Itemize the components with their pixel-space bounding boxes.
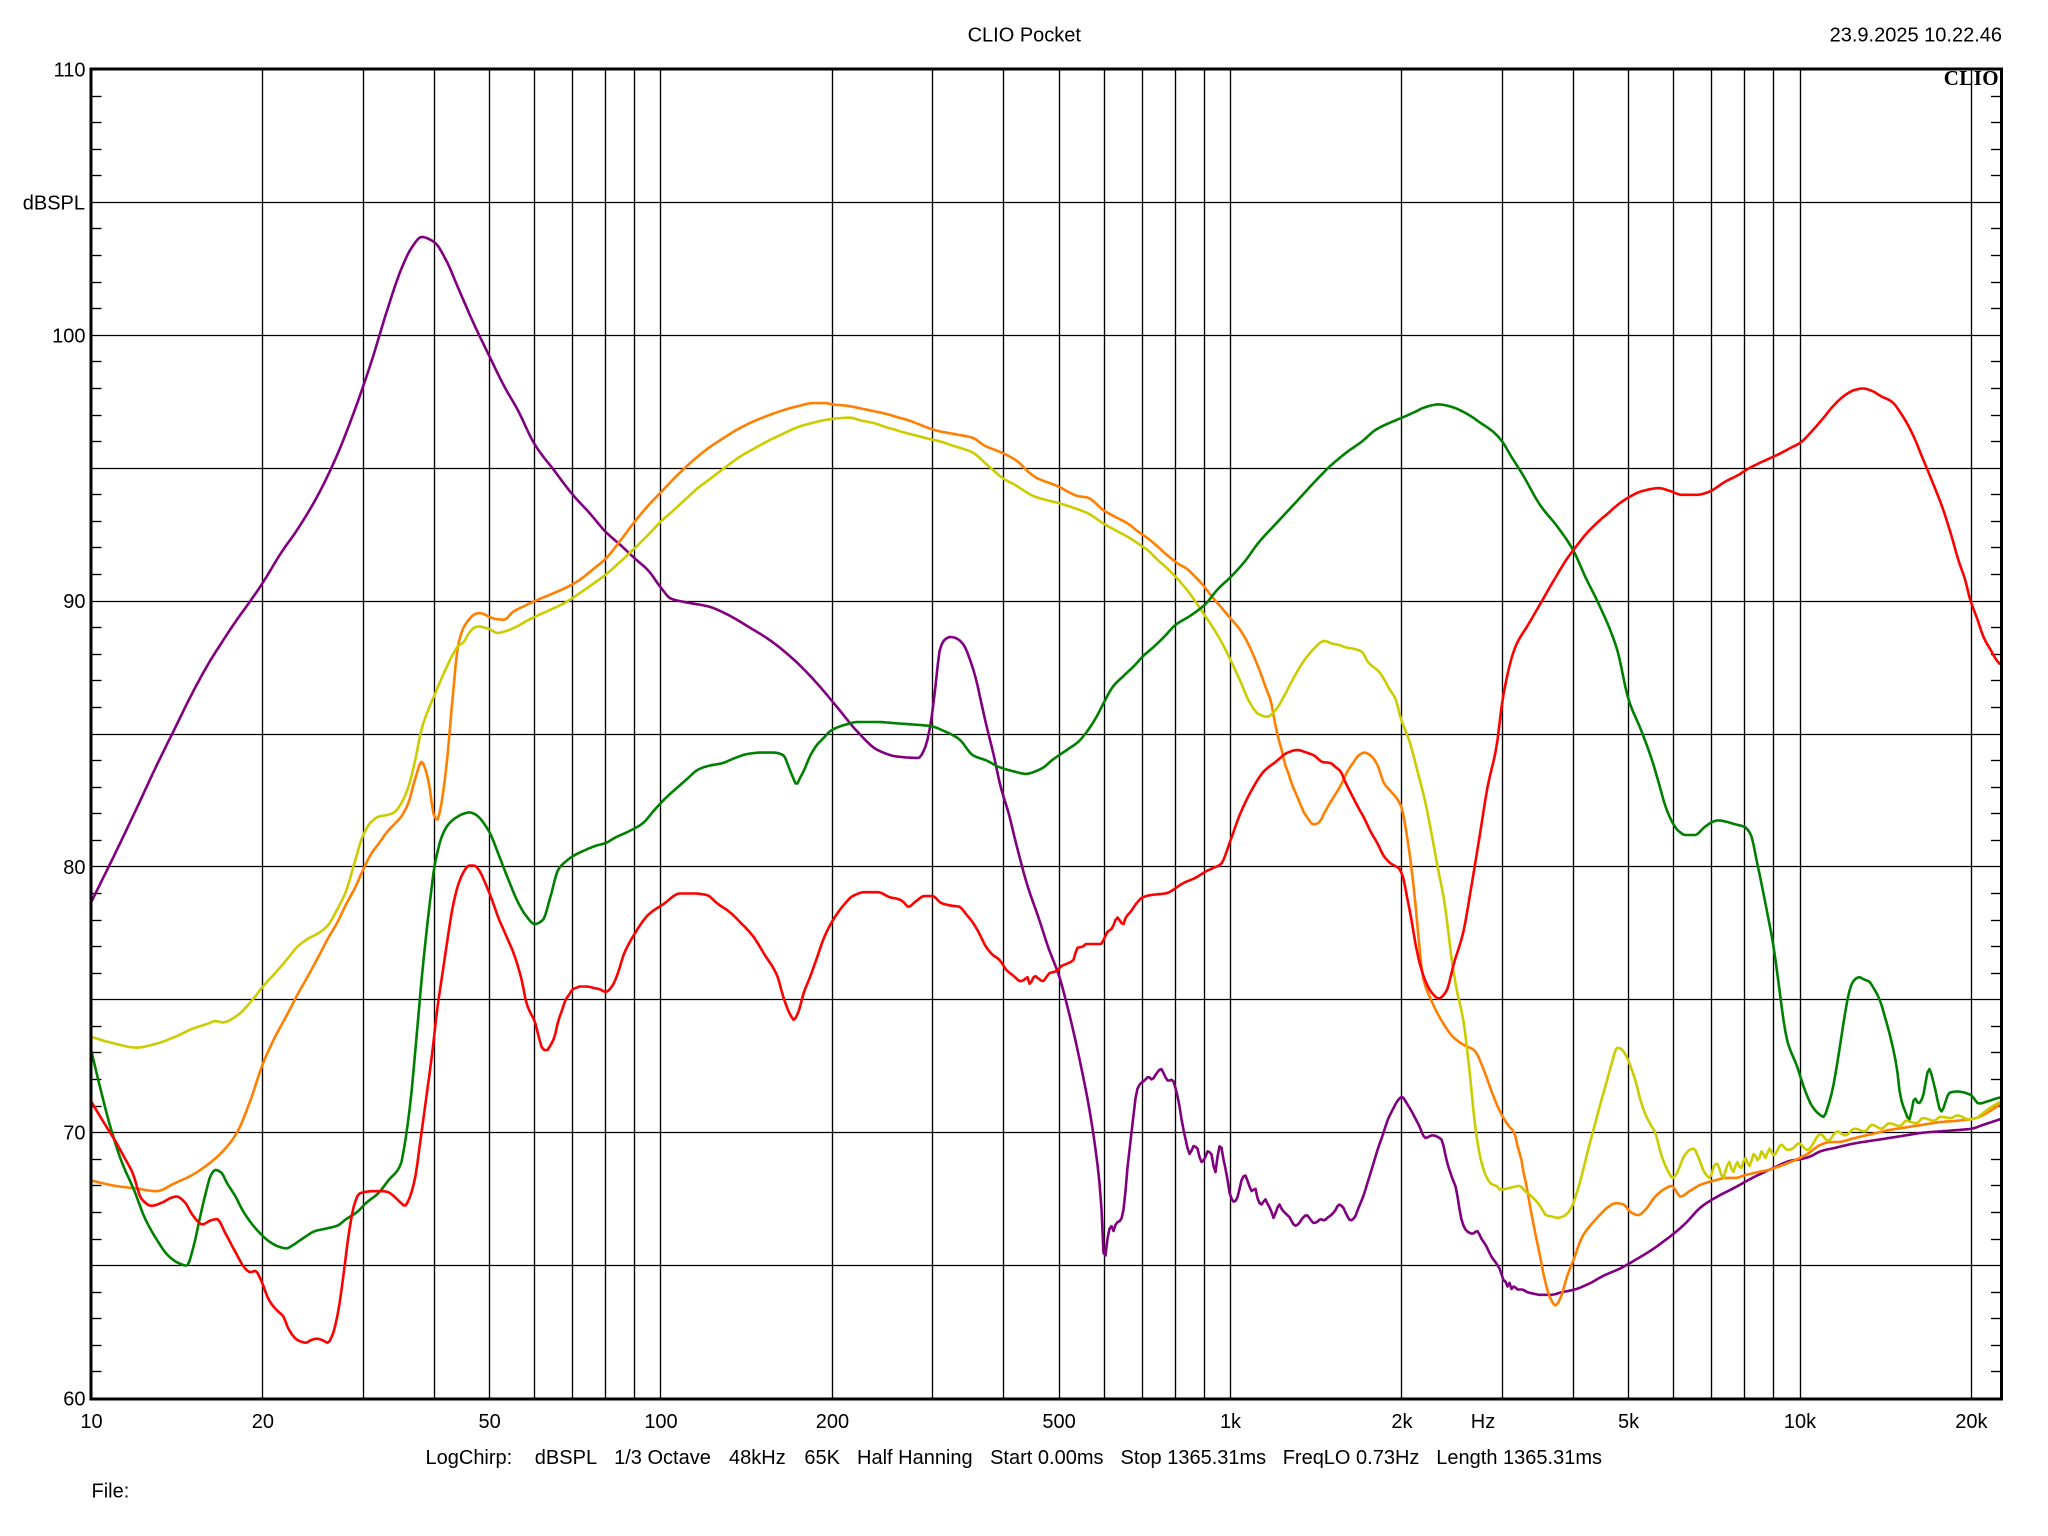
svg-text:1/3 Octave: 1/3 Octave	[614, 1447, 711, 1469]
svg-text:dBSPL: dBSPL	[535, 1447, 597, 1469]
svg-text:100: 100	[644, 1411, 677, 1433]
svg-text:200: 200	[816, 1411, 849, 1433]
svg-text:20k: 20k	[1955, 1411, 1988, 1433]
svg-text:65K: 65K	[804, 1447, 840, 1469]
svg-text:50: 50	[478, 1411, 500, 1433]
svg-text:1k: 1k	[1220, 1411, 1242, 1433]
svg-text:CLIO Pocket: CLIO Pocket	[968, 25, 1082, 47]
svg-text:23.9.2025 10.22.46: 23.9.2025 10.22.46	[1830, 25, 2002, 47]
svg-text:500: 500	[1042, 1411, 1075, 1433]
svg-text:Stop 1365.31ms: Stop 1365.31ms	[1121, 1447, 1267, 1469]
svg-text:10: 10	[80, 1411, 102, 1433]
svg-text:CLIO: CLIO	[1944, 66, 1999, 90]
svg-text:60: 60	[63, 1389, 85, 1411]
svg-text:Start 0.00ms: Start 0.00ms	[990, 1447, 1103, 1469]
svg-text:dBSPL: dBSPL	[23, 192, 85, 214]
svg-text:90: 90	[63, 591, 85, 613]
svg-text:110: 110	[54, 60, 86, 82]
svg-text:70: 70	[63, 1123, 85, 1145]
svg-text:Half Hanning: Half Hanning	[857, 1447, 973, 1469]
svg-text:2k: 2k	[1391, 1411, 1413, 1433]
svg-text:FreqLO 0.73Hz: FreqLO 0.73Hz	[1283, 1447, 1420, 1469]
svg-text:5k: 5k	[1618, 1411, 1640, 1433]
svg-text:100: 100	[52, 325, 85, 347]
svg-text:Length 1365.31ms: Length 1365.31ms	[1436, 1447, 1602, 1469]
svg-text:LogChirp:: LogChirp:	[426, 1447, 513, 1469]
svg-text:File:: File:	[92, 1481, 130, 1503]
svg-text:48kHz: 48kHz	[729, 1447, 786, 1469]
svg-text:Hz: Hz	[1471, 1411, 1495, 1433]
svg-text:20: 20	[252, 1411, 274, 1433]
svg-text:10k: 10k	[1784, 1411, 1817, 1433]
svg-text:80: 80	[63, 857, 85, 879]
